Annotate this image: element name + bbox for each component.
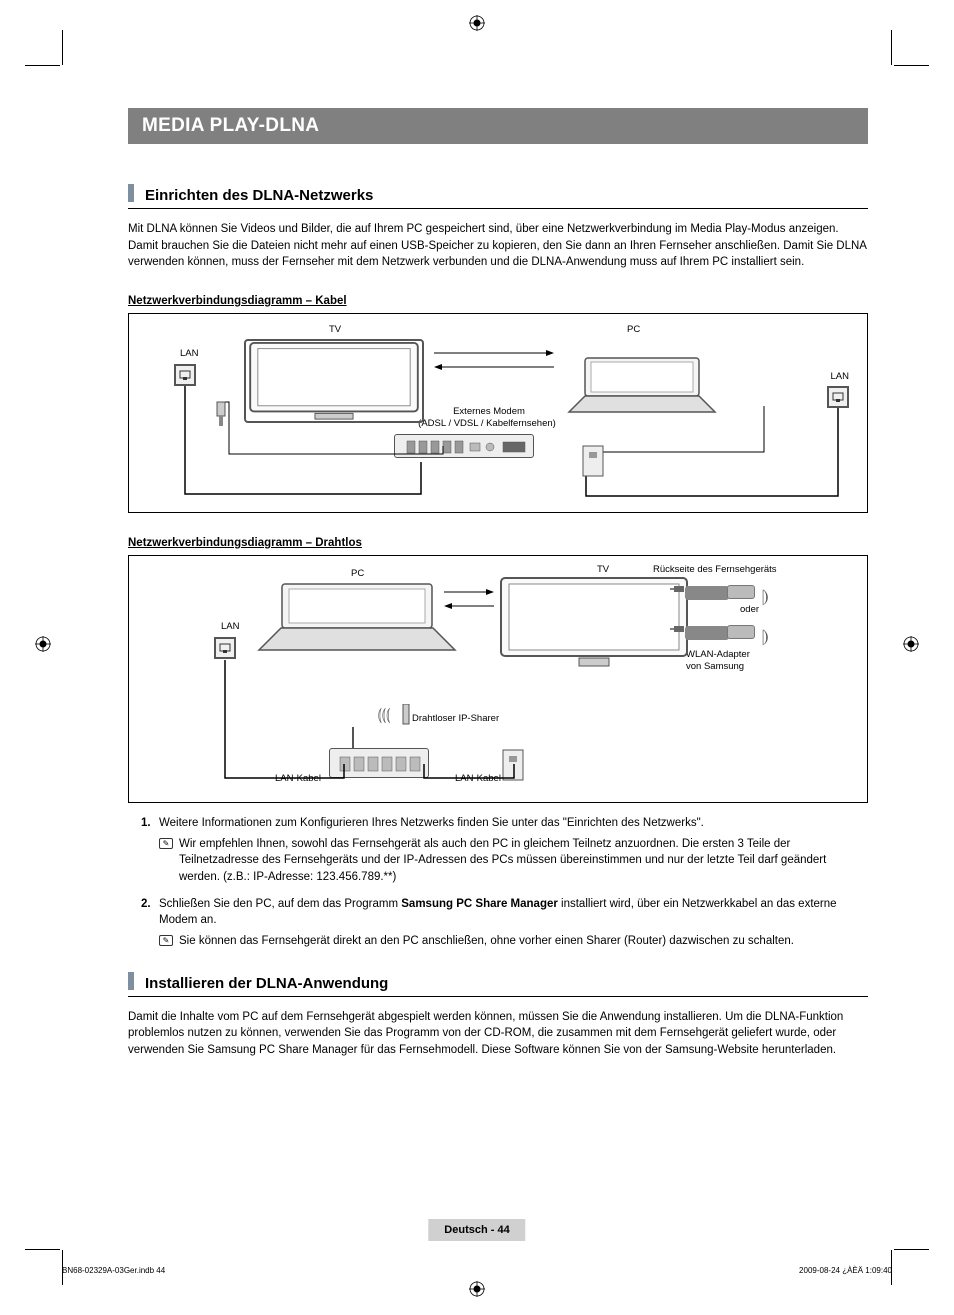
- arrow-bidir-icon: [439, 586, 499, 612]
- page-number: Deutsch - 44: [428, 1219, 525, 1241]
- cable-line: [173, 384, 563, 504]
- diagram2-label-adapter1: WLAN-Adapter: [686, 649, 750, 660]
- crop-mark: [894, 65, 929, 66]
- intro-paragraph-2: Damit die Inhalte vom PC auf dem Fernseh…: [128, 1009, 868, 1059]
- crop-mark: [891, 30, 892, 65]
- tv-icon: [499, 576, 689, 668]
- diagram-label-lan-right: LAN: [831, 371, 849, 382]
- note-icon: ✎: [159, 935, 173, 946]
- list-text: Weitere Informationen zum Konfigurieren …: [159, 817, 704, 829]
- crop-mark: [62, 30, 63, 65]
- diagram2-label-lan: LAN: [221, 621, 239, 632]
- chapter-title: MEDIA PLAY-DLNA: [128, 108, 868, 144]
- connector-icon: [213, 400, 229, 430]
- registration-mark-icon: [903, 636, 919, 652]
- note-row: ✎ Sie können das Fernsehgerät direkt an …: [159, 933, 868, 950]
- list-item: 2.Schließen Sie den PC, auf dem das Prog…: [159, 896, 868, 950]
- laptop-icon: [257, 582, 457, 652]
- crop-mark: [894, 1249, 929, 1250]
- list-text-pre: Schließen Sie den PC, auf dem das Progra…: [159, 898, 401, 910]
- instruction-list: 1.Weitere Informationen zum Konfiguriere…: [128, 815, 868, 950]
- section-mark-icon: [128, 184, 134, 202]
- note-text: Wir empfehlen Ihnen, sowohl das Fernsehg…: [179, 836, 868, 886]
- diagram-wireless: PC TV Rückseite des Fernsehgeräts oder W…: [128, 555, 868, 803]
- wifi-icon: ⦈: [762, 626, 769, 646]
- diagram1-heading: Netzwerkverbindungsdiagramm – Kabel: [128, 295, 868, 307]
- registration-mark-icon: [469, 1281, 485, 1297]
- diagram-label-lan-left: LAN: [180, 348, 198, 359]
- diagram-label-pc: PC: [627, 324, 640, 335]
- wifi-icon: ⦈: [762, 586, 769, 606]
- lan-port-icon: [214, 637, 236, 659]
- crop-mark: [25, 65, 60, 66]
- section-mark-icon: [128, 972, 134, 990]
- diagram2-label-pc: PC: [351, 568, 364, 579]
- registration-mark-icon: [35, 636, 51, 652]
- registration-mark-icon: [469, 15, 485, 31]
- page: MEDIA PLAY-DLNA Einrichten des DLNA-Netz…: [0, 0, 954, 1315]
- note-icon: ✎: [159, 838, 173, 849]
- section-heading: Einrichten des DLNA-Netzwerks: [128, 184, 868, 209]
- section-title: Installieren der DLNA-Anwendung: [145, 975, 388, 992]
- cable-line: [214, 658, 534, 788]
- page-content: MEDIA PLAY-DLNA Einrichten des DLNA-Netz…: [128, 108, 868, 1059]
- diagram2-label-tvback: Rückseite des Fernsehgeräts: [653, 564, 777, 575]
- router-antenna-icon: [399, 704, 413, 748]
- arrow-bidir-icon: [429, 347, 559, 373]
- list-item: 1.Weitere Informationen zum Konfiguriere…: [159, 815, 868, 886]
- diagram-wired: TV PC LAN LAN Externes Modem (ADSL / VDS…: [128, 313, 868, 513]
- connector-line: [670, 582, 688, 642]
- lan-port-icon: [174, 364, 196, 386]
- footer-timestamp: 2009-08-24 ¿ÀÈÄ 1:09:40: [799, 1266, 892, 1275]
- list-number: 2.: [141, 896, 159, 913]
- wlan-adapter-icon: ⦈: [685, 584, 773, 605]
- note-row: ✎ Wir empfehlen Ihnen, sowohl das Fernse…: [159, 836, 868, 886]
- section-title: Einrichten des DLNA-Netzwerks: [145, 187, 373, 204]
- diagram2-label-tv: TV: [597, 564, 609, 575]
- footer-filename: BN68-02329A-03Ger.indb 44: [62, 1266, 165, 1275]
- wlan-adapter-icon: ⦈: [685, 624, 773, 645]
- intro-paragraph: Mit DLNA können Sie Videos und Bilder, d…: [128, 221, 868, 271]
- diagram2-label-oder: oder: [740, 604, 759, 615]
- diagram-label-tv: TV: [329, 324, 341, 335]
- list-number: 1.: [141, 815, 159, 832]
- section-heading: Installieren der DLNA-Anwendung: [128, 972, 868, 997]
- diagram2-heading: Netzwerkverbindungsdiagramm – Drahtlos: [128, 537, 868, 549]
- list-text-bold: Samsung PC Share Manager: [401, 898, 558, 910]
- diagram2-label-adapter2: von Samsung: [686, 661, 744, 672]
- lan-port-icon: [827, 386, 849, 408]
- cable-line: [506, 406, 851, 506]
- note-text: Sie können das Fernsehgerät direkt an de…: [179, 933, 794, 950]
- crop-mark: [25, 1249, 60, 1250]
- wall-jack-icon: [581, 444, 605, 479]
